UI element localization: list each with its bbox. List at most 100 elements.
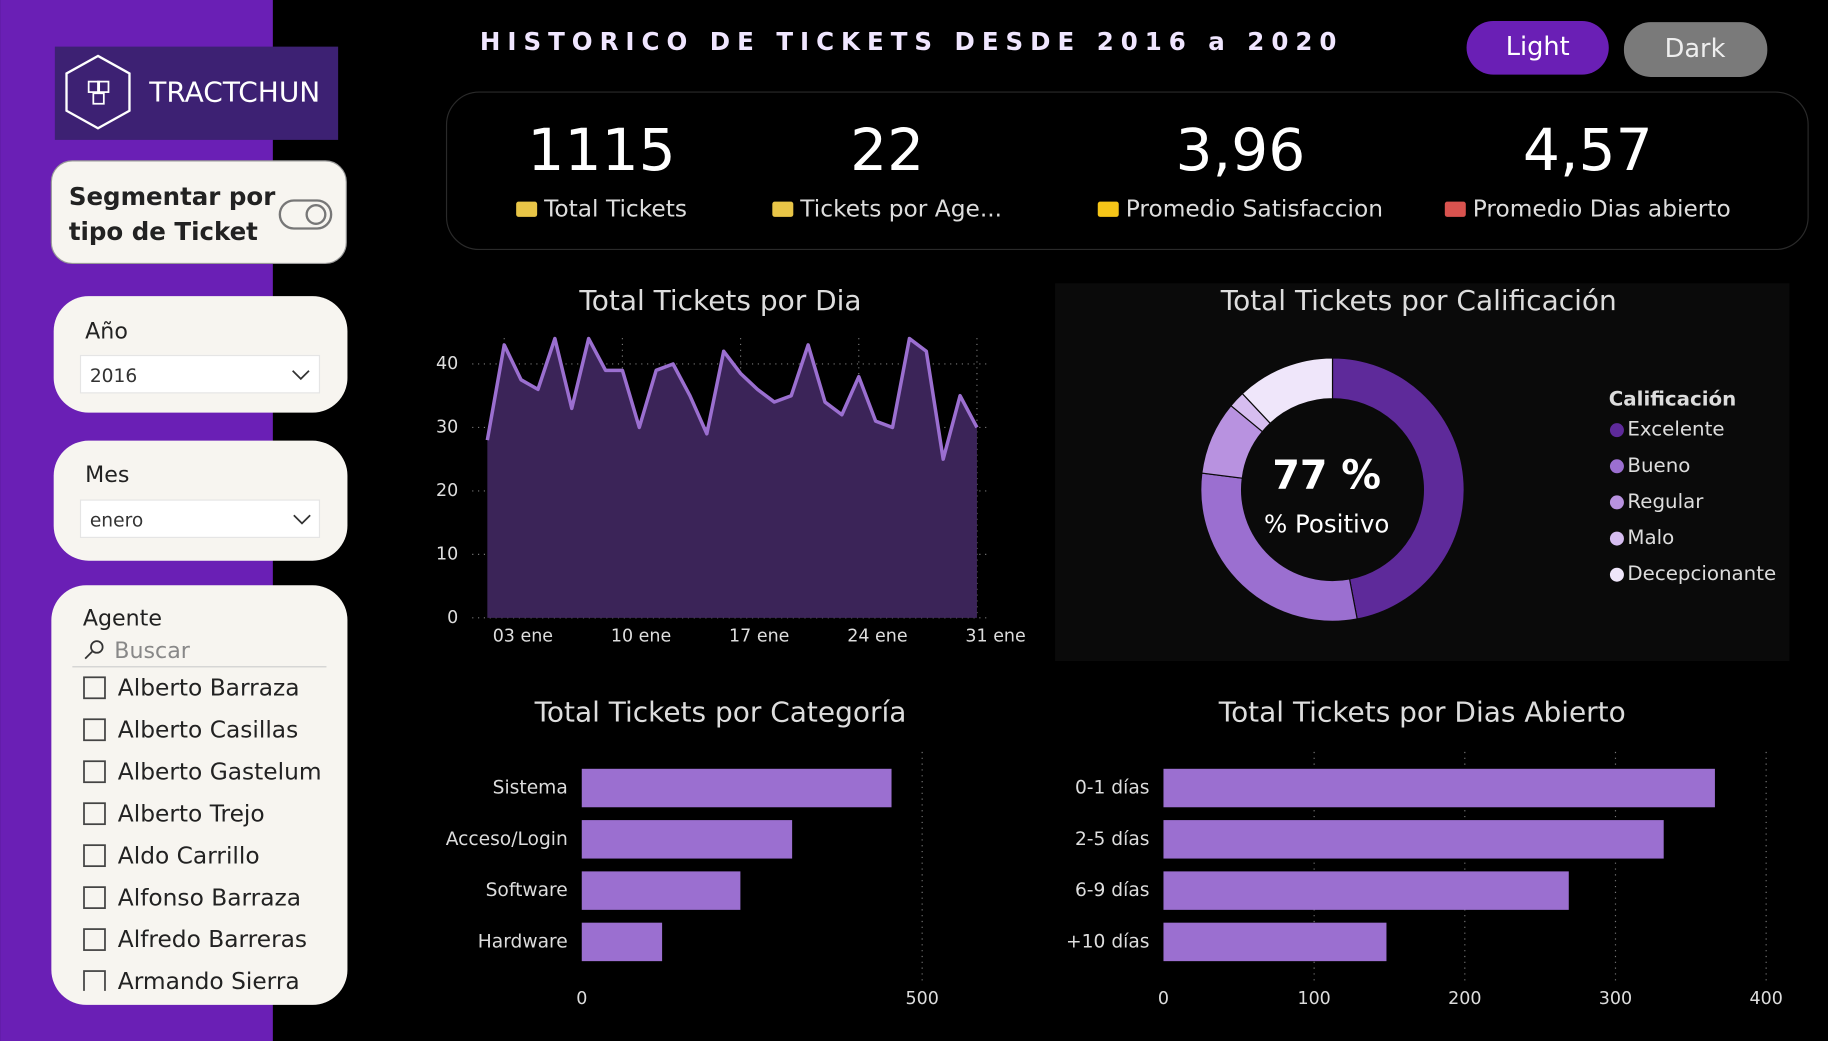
- chevron: [293, 514, 311, 525]
- legend-label: Malo: [1627, 526, 1674, 549]
- x-tick-label: 0: [576, 989, 587, 1009]
- line: [485, 336, 979, 461]
- x-tick-label: 31 ene: [965, 626, 1025, 646]
- center-value: 77 %: [1272, 452, 1381, 498]
- x-tick-label: 0: [1158, 989, 1169, 1009]
- slicer-label: Agente: [83, 606, 162, 632]
- agent-list: Alberto Barraza Alberto Casillas Alberto G…: [83, 674, 322, 995]
- x-tick-label: 24 ene: [847, 626, 907, 646]
- center-label: % Positivo: [1264, 510, 1389, 539]
- x-tick-label: 200: [1448, 989, 1481, 1009]
- donut-slice: [1331, 357, 1465, 620]
- checkbox[interactable]: [83, 760, 106, 784]
- dropdown-value: enero: [90, 511, 143, 532]
- x-tick-label: 10 ene: [611, 626, 671, 646]
- x-tick-label: 300: [1599, 989, 1632, 1009]
- year-card: [53, 296, 348, 413]
- chart-title: Total Tickets por Calificación: [1220, 284, 1617, 317]
- search-icon: [90, 640, 104, 654]
- y-tick-label: 0-1 días: [1075, 778, 1150, 799]
- kpi-label: Promedio Dias abierto: [1473, 195, 1731, 222]
- checkbox[interactable]: [83, 970, 106, 992]
- agent-name: Alberto Trejo: [118, 800, 265, 827]
- bar: [1163, 922, 1387, 962]
- checkbox[interactable]: [83, 718, 106, 742]
- toggle-card: [50, 160, 347, 265]
- agent-name: Alberto Gastelum: [118, 758, 322, 785]
- chart-title: Total Tickets por Categoría: [534, 695, 907, 728]
- kpi-icon: [1097, 201, 1119, 217]
- dropdown-value: 2016: [90, 366, 137, 387]
- bar: [581, 871, 741, 910]
- dark-button[interactable]: [1623, 22, 1768, 77]
- kpi-label: Total Tickets: [543, 195, 687, 222]
- kpi-value: 4,57: [1523, 116, 1653, 184]
- legend-label: Excelente: [1627, 418, 1724, 441]
- agent-name: Armando Sierra: [118, 968, 300, 995]
- agent-name: Alberto Casillas: [118, 716, 298, 743]
- agent-name: Aldo Carrillo: [118, 842, 260, 869]
- legend-swatch: [1609, 531, 1624, 546]
- bar: [581, 820, 793, 859]
- logo: TRACTCHUN: [54, 46, 339, 140]
- y-tick-label: +10 días: [1066, 931, 1149, 952]
- checkbox[interactable]: [83, 802, 106, 826]
- agent-name: Alfonso Barraza: [118, 884, 301, 911]
- x-tick-label: 17 ene: [729, 626, 789, 646]
- month-dropdown[interactable]: [79, 499, 321, 538]
- legend-swatch: [1609, 459, 1624, 474]
- kpi-icon: [516, 201, 538, 217]
- kpi-value: 1115: [527, 116, 675, 184]
- legend-label: Bueno: [1627, 454, 1690, 477]
- agent-name: Alfredo Barreras: [118, 926, 307, 953]
- kpi-label: Promedio Satisfaccion: [1126, 195, 1383, 222]
- kpi-value: 3,96: [1176, 116, 1306, 184]
- bar: [1163, 871, 1569, 910]
- legend-swatch: [1609, 423, 1624, 438]
- chart-title: Total Tickets por Dias Abierto: [1218, 695, 1626, 728]
- checkbox[interactable]: [83, 928, 106, 951]
- search-placeholder[interactable]: Buscar: [114, 638, 190, 664]
- legend-label: Regular: [1627, 490, 1704, 513]
- donut-slice: [1241, 357, 1334, 425]
- checkbox[interactable]: [83, 844, 106, 868]
- kpi-icon: [1444, 201, 1466, 217]
- checkbox[interactable]: [83, 886, 106, 909]
- x-tick-label: 100: [1297, 989, 1330, 1009]
- x-tick-label: 500: [905, 989, 938, 1009]
- y-tick-label: 30: [436, 417, 458, 437]
- year-dropdown[interactable]: [79, 354, 321, 394]
- x-tick-label: 03 ene: [493, 626, 553, 646]
- legend-title: Calificación: [1609, 387, 1736, 410]
- bar: [1163, 768, 1715, 808]
- chart-title: Total Tickets por Dia: [578, 284, 861, 317]
- y-tick-label: 6-9 días: [1075, 880, 1150, 901]
- search-icon: [84, 651, 93, 660]
- y-tick-label: Sistema: [493, 778, 568, 799]
- page-title: HISTORICO DE TICKETS DESDE 2016 a 2020: [480, 27, 1343, 56]
- legend-label: Decepcionante: [1627, 562, 1776, 585]
- bar: [1163, 820, 1664, 859]
- agent-name: Alberto Barraza: [118, 674, 300, 701]
- chevron: [292, 370, 310, 381]
- toggle-label: Segmentar por: [69, 182, 275, 211]
- y-tick-label: 2-5 días: [1075, 829, 1150, 850]
- legend-swatch: [1609, 495, 1624, 510]
- y-tick-label: 10: [436, 544, 458, 564]
- y-tick-label: Software: [486, 880, 568, 901]
- checkbox[interactable]: [83, 676, 106, 700]
- toggle-knob: [305, 204, 327, 225]
- y-tick-label: 20: [436, 481, 458, 501]
- legend-swatch: [1609, 567, 1624, 582]
- logo-text: TRACTCHUN: [148, 75, 320, 108]
- y-tick-label: 0: [447, 608, 458, 628]
- y-tick-label: Acceso/Login: [446, 829, 568, 850]
- light-button[interactable]: [1466, 20, 1609, 75]
- kpi-value: 22: [850, 116, 924, 184]
- toggle-switch[interactable]: [278, 199, 333, 230]
- slicer-label: Año: [85, 319, 128, 345]
- x-tick-label: 400: [1749, 989, 1782, 1009]
- y-tick-label: Hardware: [478, 931, 568, 952]
- bar: [581, 922, 663, 962]
- agent-card: [51, 585, 348, 1005]
